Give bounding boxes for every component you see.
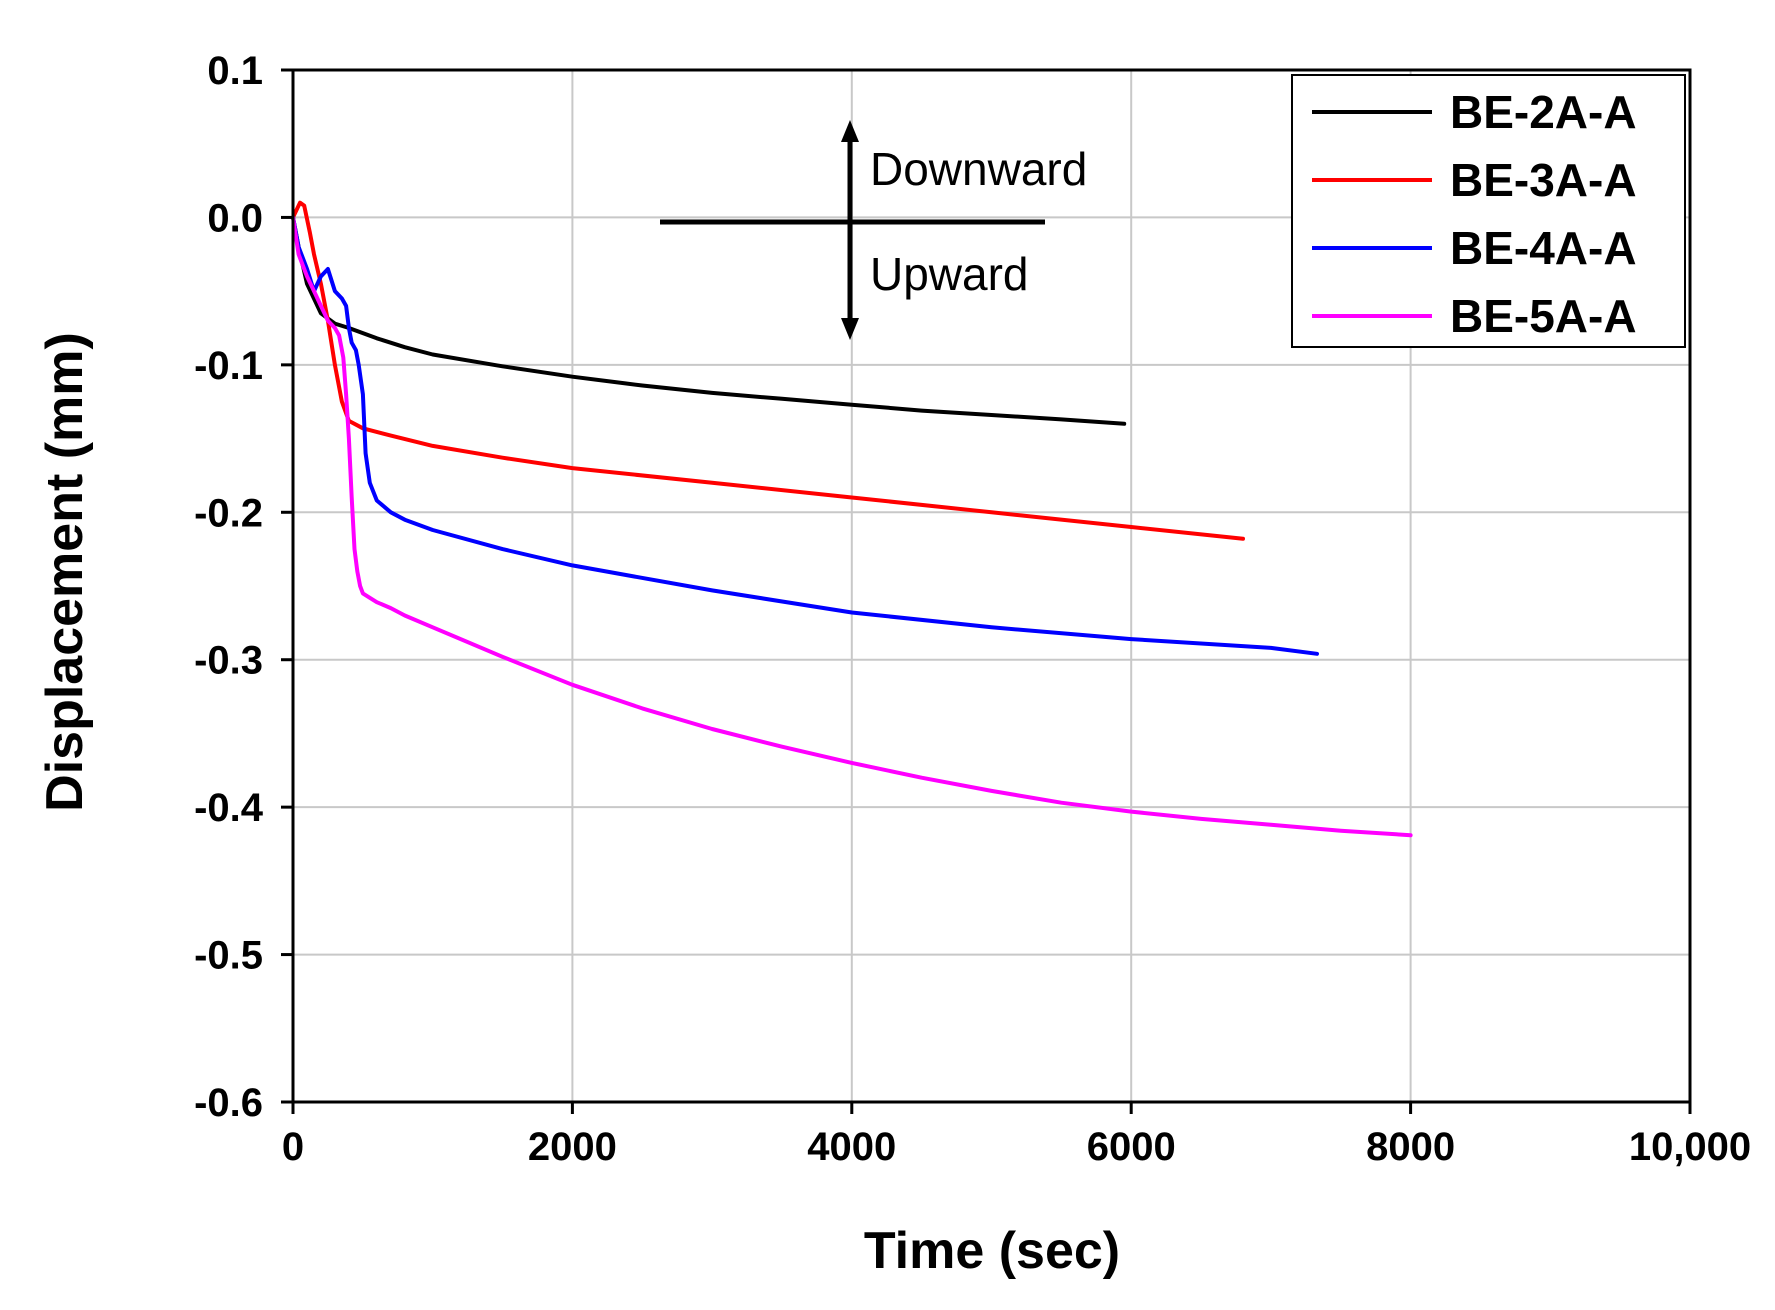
annotation-downward-label: Downward [870,143,1087,195]
series-line-be-2a-a [291,215,1127,426]
series-line-be-4a-a [291,215,1319,656]
y-tick-label: 0.0 [207,196,263,240]
plot-frame [291,68,1692,1104]
x-tick-label: 8000 [1366,1125,1455,1169]
x-axis-title: Time (sec) [864,1222,1120,1280]
annotation-upward-label: Upward [870,248,1029,300]
x-tick-label: 2000 [528,1125,617,1169]
legend-label-be-2a-a: BE-2A-A [1450,86,1637,138]
x-tick-label: 6000 [1087,1125,1176,1169]
arrow-down-icon [841,318,859,340]
y-tick-label: -0.5 [194,934,263,978]
y-axis-title: Displacement (mm) [36,332,94,812]
y-tick-label: -0.2 [194,491,263,535]
series-line-be-3a-a [291,200,1245,541]
series-line-be-5a-a [291,215,1413,838]
y-tick-label: -0.6 [194,1081,263,1125]
y-tick-label: -0.1 [194,344,263,388]
direction-annotation: Downward Upward [660,120,1087,340]
legend-box [1291,74,1686,348]
x-tick-label: 4000 [807,1125,896,1169]
legend-label-be-3a-a: BE-3A-A [1450,154,1637,206]
legend: BE-2A-A BE-3A-A BE-4A-A BE-5A-A [1291,74,1686,348]
y-tick-label: 0.1 [207,49,263,93]
legend-label-be-4a-a: BE-4A-A [1450,222,1637,274]
series-lines [291,200,1413,838]
axis-ticks [281,68,1692,1114]
x-tick-label: 0 [282,1125,304,1169]
x-tick-label: 10,000 [1629,1125,1751,1169]
y-tick-label: -0.3 [194,639,263,683]
arrow-up-icon [841,120,859,142]
legend-label-be-5a-a: BE-5A-A [1450,290,1637,342]
tick-labels: 0 2000 4000 6000 8000 10,000 0.1 0.0 -0.1 -0.2 -0.… [194,49,1751,1169]
y-tick-label: -0.4 [194,786,264,830]
